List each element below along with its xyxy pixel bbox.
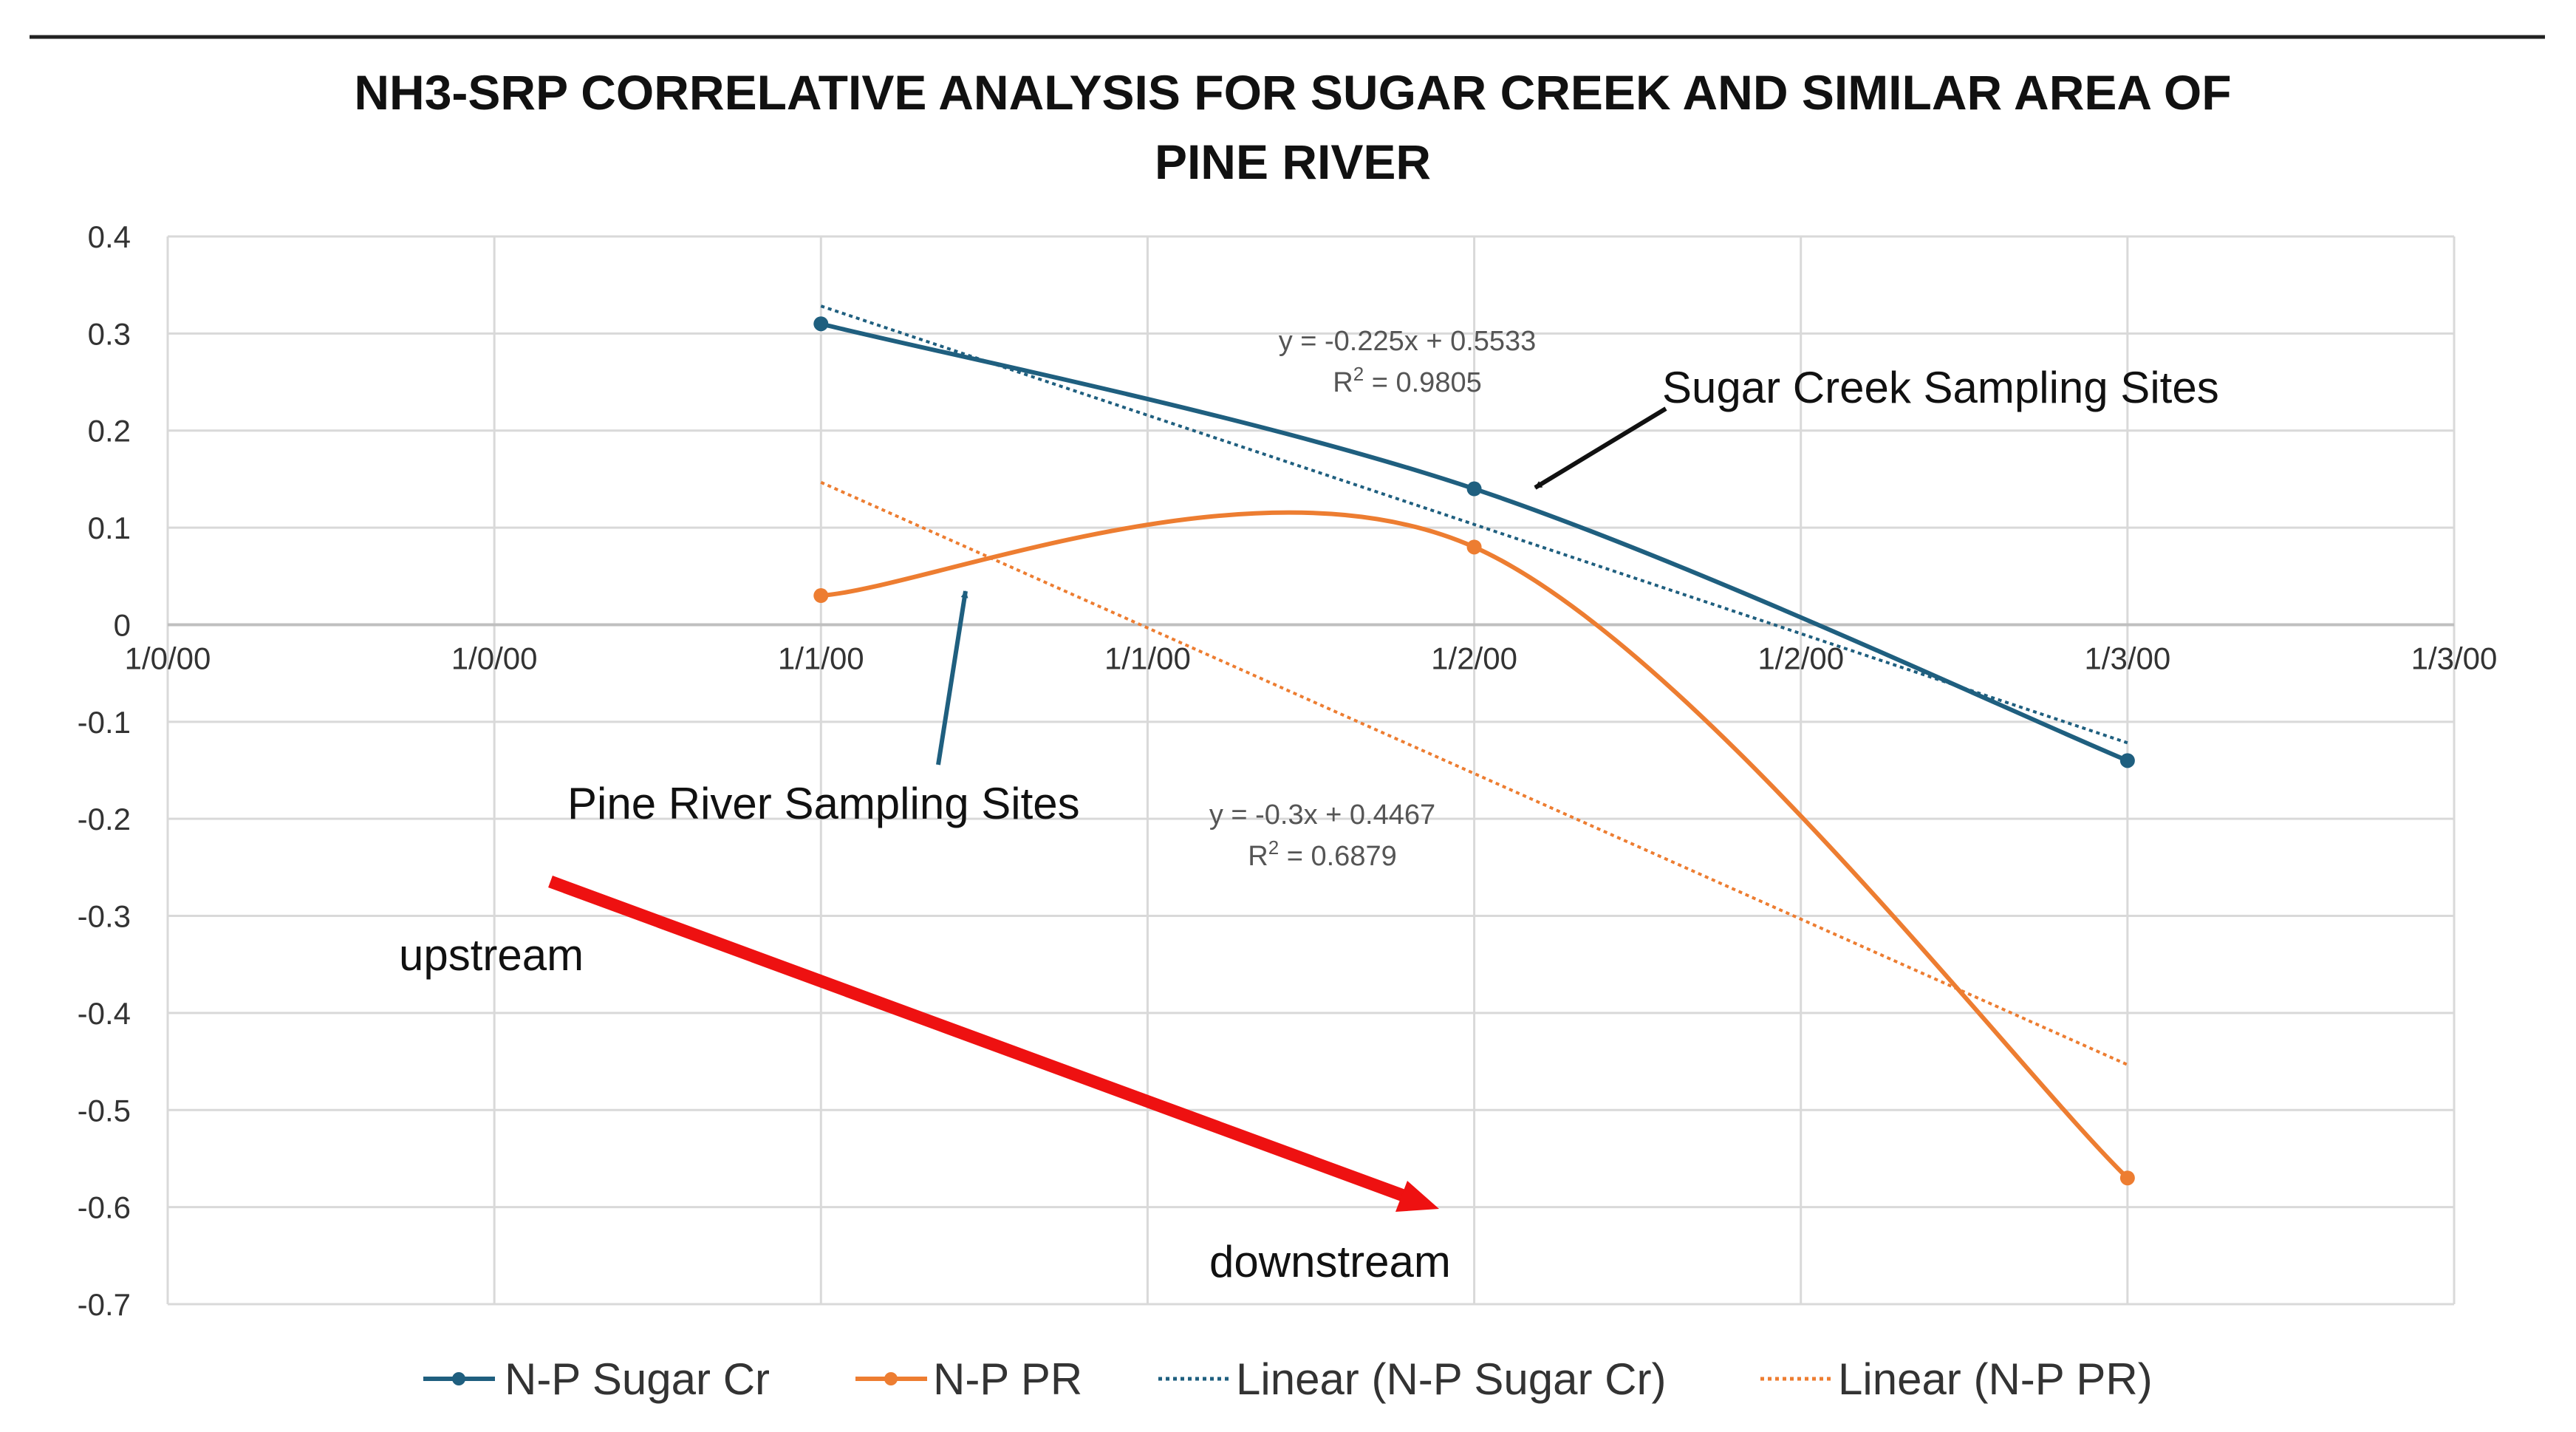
trendlines [820, 304, 2128, 1066]
sugar-trend-r2-value: = 0.9805 [1364, 367, 1482, 398]
chart-title-line-2: PINE RIVER [1155, 134, 1431, 189]
series-0-point-0 [813, 316, 829, 332]
y-tick-label-7: -0.3 [78, 899, 131, 934]
trendline-1 [820, 480, 2128, 1066]
x-tick-label-6: 1/3/00 [2084, 641, 2170, 675]
y-tick-label-11: -0.7 [78, 1287, 131, 1322]
pr-trend-r2-label: R [1248, 841, 1268, 872]
sugar-trend-equation: y = -0.225x + 0.5533 [1279, 326, 1537, 357]
legend-label-pr: N-P PR [933, 1354, 1082, 1404]
upstream-label: upstream [399, 930, 584, 980]
y-tick-label-8: -0.4 [78, 996, 131, 1031]
y-tick-label-5: -0.1 [78, 705, 131, 740]
trendline-0 [820, 304, 2128, 745]
series-0-point-2 [2119, 753, 2135, 768]
x-tick-label-3: 1/1/00 [1104, 641, 1191, 675]
sugar-creek-arrow [1534, 406, 1667, 490]
legend-label-pr-trend: Linear (N-P PR) [1838, 1354, 2153, 1404]
y-tick-label-4: 0 [114, 607, 131, 642]
legend-label-sugar-trend: Linear (N-P Sugar Cr) [1236, 1354, 1666, 1404]
sugar-trend-r2-label: R [1333, 367, 1353, 398]
legend-label-sugar: N-P Sugar Cr [505, 1354, 770, 1404]
gridlines [166, 235, 2456, 1306]
pine-river-arrow [936, 590, 968, 766]
pr-trend-r2-value: = 0.6879 [1279, 841, 1397, 872]
y-tick-label-3: 0.1 [88, 511, 131, 545]
x-tick-label-5: 1/2/00 [1757, 641, 1844, 675]
series-1-point-2 [2119, 1170, 2135, 1186]
y-tick-label-9: -0.5 [78, 1093, 131, 1128]
pr-trend-r2: R2 = 0.6879 [1248, 836, 1396, 872]
upstream-downstream-arrow [548, 876, 1410, 1203]
series-0-point-1 [1466, 481, 1482, 497]
y-tick-label-1: 0.3 [88, 316, 131, 351]
x-tick-label-4: 1/2/00 [1431, 641, 1517, 675]
series-1-point-0 [813, 588, 829, 604]
x-axis-tick-labels: 1/0/00 1/0/00 1/1/00 1/1/00 1/2/00 1/2/00 1/3/… [125, 641, 2498, 675]
y-tick-label-0: 0.4 [88, 219, 131, 254]
y-axis-tick-labels: 0.4 0.3 0.2 0.1 0 -0.1 -0.2 -0.3 -0.4 -0.5 -0.6 -0.… [78, 219, 131, 1322]
legend-item-pr: N-P PR [855, 1354, 1082, 1404]
legend-item-sugar: N-P Sugar Cr [423, 1354, 770, 1404]
x-tick-label-7: 1/3/00 [2411, 641, 2498, 675]
legend-item-pr-trend: Linear (N-P PR) [1760, 1354, 2153, 1404]
y-tick-label-2: 0.2 [88, 414, 131, 449]
y-tick-label-10: -0.6 [78, 1190, 131, 1225]
y-tick-label-6: -0.2 [78, 802, 131, 836]
pine-river-annotation: Pine River Sampling Sites [567, 779, 1080, 828]
upstream-downstream-arrowhead [1395, 1181, 1439, 1212]
series-1-point-1 [1466, 539, 1482, 555]
legend-item-sugar-trend: Linear (N-P Sugar Cr) [1158, 1354, 1666, 1404]
x-tick-label-0: 1/0/00 [125, 641, 211, 675]
series-line-1 [821, 510, 2129, 1180]
series-markers [813, 316, 2135, 1186]
x-tick-label-2: 1/1/00 [778, 641, 864, 675]
sugar-trend-r2: R2 = 0.9805 [1333, 363, 1481, 398]
legend: N-P Sugar Cr N-P PR Linear (N-P Sugar Cr… [423, 1354, 2153, 1404]
pr-trend-equation: y = -0.3x + 0.4467 [1209, 799, 1435, 831]
x-tick-label-1: 1/0/00 [451, 641, 538, 675]
downstream-label: downstream [1209, 1237, 1451, 1286]
sugar-creek-annotation: Sugar Creek Sampling Sites [1662, 363, 2219, 412]
chart-title-line-1: NH3-SRP CORRELATIVE ANALYSIS FOR SUGAR C… [354, 65, 2231, 120]
